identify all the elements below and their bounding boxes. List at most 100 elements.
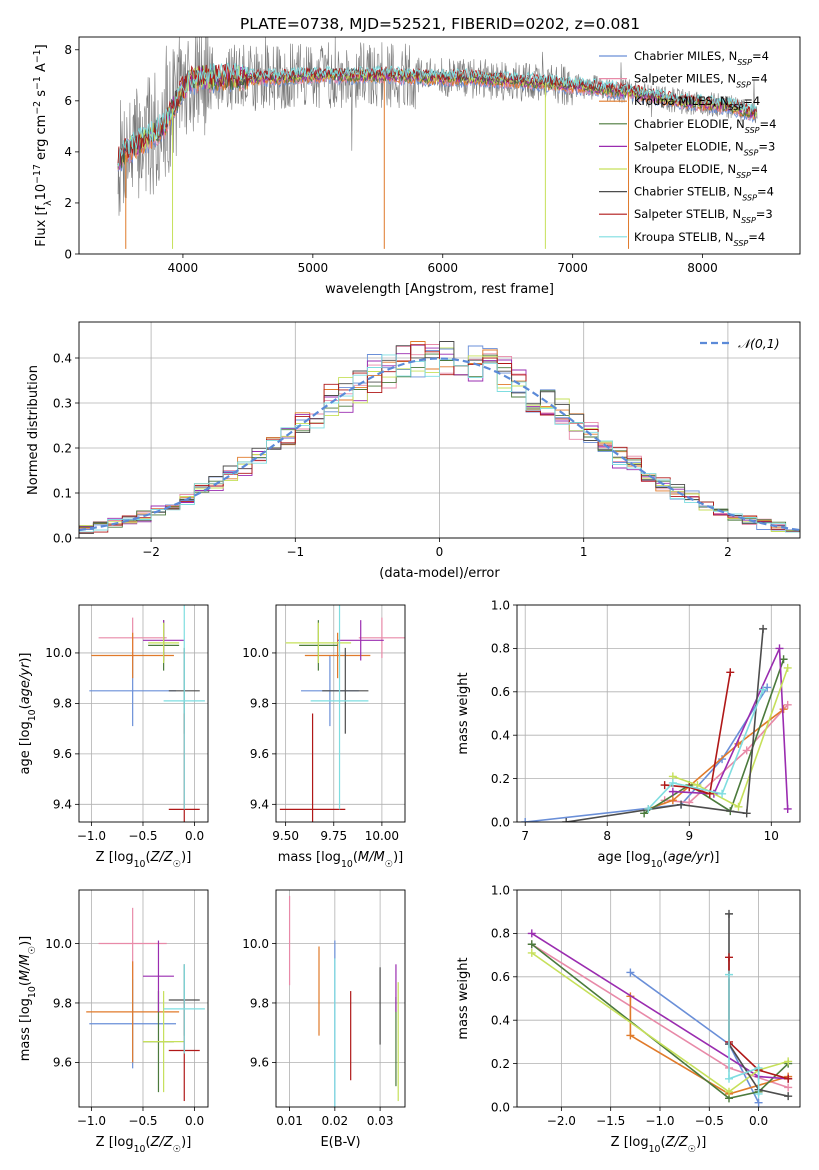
legend-model: Chabrier STELIB, N (634, 185, 742, 199)
weight-marker (527, 929, 536, 938)
weight-marker (668, 796, 677, 805)
weight-marker (742, 809, 751, 818)
x-tick-label: 9.75 (320, 829, 347, 843)
weight-marker (527, 948, 536, 957)
label-part: λ (43, 200, 54, 206)
panel-spectrum: 4000 5000 6000 7000 8000 0 2 4 6 8 wavelength [Ang… (32, 36, 801, 297)
x-tick-label: 10.00 (365, 829, 399, 843)
weight-marker (784, 1057, 793, 1066)
legend-model: Salpeter STELIB, N (634, 207, 741, 221)
x-tick-label: 7000 (557, 261, 588, 275)
y-tick-label: 1.0 (491, 598, 510, 612)
y-axis-label: Normed distribution (26, 365, 41, 495)
label-part: )] (18, 936, 33, 946)
panel-mass_vs_ebv: 0.01 0.02 0.03 9.6 9.8 10.0 E(B-V) (242, 889, 406, 1150)
weight-line (728, 974, 760, 1094)
weight-line (647, 708, 785, 810)
label-part: Z [log (611, 1135, 649, 1150)
weight-marker (626, 1031, 635, 1040)
x-axis-label: Z [log10(Z/Z☉)] (611, 1135, 707, 1155)
y-tick-label: 0.2 (491, 772, 510, 786)
label-part: )] (18, 652, 33, 662)
label-part: 10 (27, 709, 38, 721)
x-axis-label: (data-model)/error (379, 566, 500, 581)
weight-marker (668, 787, 677, 796)
weight-marker (626, 968, 635, 977)
axes-frame (78, 36, 801, 255)
weight-marker (742, 746, 751, 755)
y-axis-label: mass [log10(M/M☉)] (18, 936, 38, 1062)
weight-line (647, 689, 764, 810)
x-tick-label: 9.50 (272, 829, 299, 843)
label-part: 10 (134, 1144, 146, 1155)
x-tick-label: 9 (685, 829, 693, 843)
y-axis-label: mass weight (456, 672, 471, 754)
label-part: age/yr (18, 661, 33, 704)
weight-line (664, 672, 732, 795)
weight-marker (783, 700, 792, 709)
weight-marker (784, 1092, 793, 1101)
y-tick-label: 9.8 (250, 697, 269, 711)
x-tick-label: −0.5 (128, 829, 157, 843)
label-part: mass [log (278, 850, 341, 865)
weight-line (566, 628, 764, 822)
weight-marker (759, 624, 768, 633)
legend-n: =4 (751, 162, 768, 176)
label-part: 10 (341, 859, 353, 870)
legend-label: 𝒩(0,1) (738, 336, 780, 351)
weight-marker (668, 778, 677, 787)
x-tick-label: 0.03 (367, 1114, 394, 1128)
x-tick-label: −0.5 (695, 1114, 724, 1128)
legend-n: =4 (748, 230, 765, 244)
panel-weight_vs_Z: −2.0 −1.5 −1.0 −0.5 0.0 0.0 0.2 0.4 0.6 0.8 1.0 Z [… (456, 883, 801, 1155)
x-tick-label: −0.5 (128, 1114, 157, 1128)
plot-area-spectrum (117, 37, 758, 249)
label-part: )] (181, 850, 191, 865)
plot-area-weight_vs_age (521, 624, 792, 822)
label-part: ☉ (27, 946, 38, 954)
x-tick-label: 2 (724, 545, 732, 559)
label-part: M/M (358, 850, 385, 865)
x-tick-label: 1 (580, 545, 588, 559)
x-tick-label: 8000 (687, 261, 718, 275)
y-tick-label: 9.6 (250, 747, 269, 761)
weight-marker (527, 940, 536, 949)
weight-line (525, 687, 768, 822)
panels: 4000 5000 6000 7000 8000 0 2 4 6 8 wavelength [Ang… (18, 36, 801, 1155)
x-tick-label: −1.0 (77, 1114, 106, 1128)
label-part: 10 (651, 859, 663, 870)
weight-marker (775, 644, 784, 653)
y-tick-label: 0.1 (53, 486, 72, 500)
weight-marker (725, 909, 734, 918)
x-tick-label: 0.0 (185, 829, 204, 843)
y-tick-label: 9.8 (53, 697, 72, 711)
weight-marker (725, 1074, 734, 1083)
weight-marker (754, 1089, 763, 1098)
legend-model: Kroupa ELODIE, N (634, 162, 736, 176)
axes-frame (516, 889, 801, 1108)
axes-frame (78, 321, 801, 539)
weight-marker (725, 970, 734, 979)
y-tick-label: 9.8 (250, 996, 269, 1010)
x-axis-label: age [log10(age/yr)] (597, 850, 719, 870)
x-tick-label: 6000 (427, 261, 458, 275)
label-part: ( (146, 850, 151, 865)
plot-area-residuals (79, 341, 800, 535)
label-part: Z/Z (150, 850, 174, 865)
legend-n: =4 (752, 49, 769, 63)
x-tick-label: −1.5 (596, 1114, 625, 1128)
y-tick-label: 0.6 (491, 970, 510, 984)
legend-sub: SSP (734, 238, 749, 247)
y-tick-label: 0.3 (53, 396, 72, 410)
x-tick-label: −2.0 (547, 1114, 576, 1128)
y-tick-label: 9.6 (53, 1056, 72, 1070)
x-tick-label: 0.0 (185, 1114, 204, 1128)
axes-frame (275, 889, 406, 1108)
label-part: 10 (34, 184, 49, 201)
label-part: s (34, 90, 49, 101)
label-part: ( (663, 850, 668, 865)
label-part: −1 (32, 76, 43, 90)
y-tick-label: 8 (64, 43, 72, 57)
